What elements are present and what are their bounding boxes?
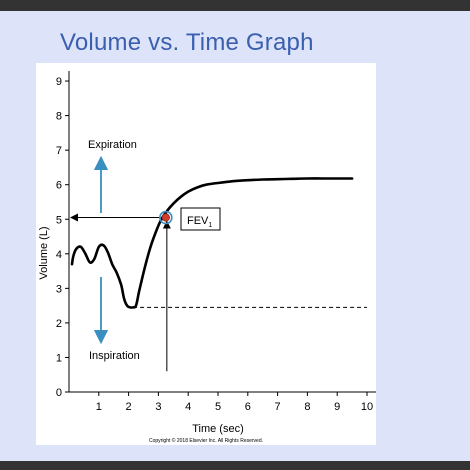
x-tick-label: 7 bbox=[275, 401, 281, 413]
x-ticks: 1 2 3 4 5 6 7 8 9 10 bbox=[96, 392, 373, 413]
fev1-label-box bbox=[180, 207, 221, 231]
x-tick-label: 2 bbox=[126, 401, 132, 413]
figure-panel: 0 1 2 3 4 5 6 7 8 9 1 2 3 4 5 6 7 8 9 10 Volume (L) Time (… bbox=[36, 63, 376, 445]
y-axis-label: Volume (L) bbox=[38, 226, 50, 279]
fev1-label-main: FEV bbox=[187, 215, 209, 227]
x-tick-label: 3 bbox=[155, 401, 161, 413]
y-tick-label: 8 bbox=[56, 111, 62, 123]
y-ticks: 0 1 2 3 4 5 6 7 8 9 bbox=[56, 76, 69, 399]
bottom-bar bbox=[0, 461, 470, 470]
volume-curve bbox=[70, 177, 354, 309]
copyright-text: Copyright © 2018 Elsevier Inc. All Right… bbox=[149, 437, 263, 444]
y-tick-label: 2 bbox=[56, 318, 62, 330]
y-tick-label: 6 bbox=[56, 180, 62, 192]
y-tick-label: 4 bbox=[56, 249, 62, 261]
x-tick-label: 10 bbox=[361, 401, 373, 413]
y-tick-label: 3 bbox=[56, 283, 62, 295]
y-tick-label: 7 bbox=[56, 145, 62, 157]
fev1-label-subscript: 1 bbox=[208, 222, 212, 229]
y-tick-label: 5 bbox=[56, 214, 62, 226]
inspiration-label: Inspiration bbox=[89, 350, 140, 362]
slide-title: Volume vs. Time Graph bbox=[60, 29, 314, 56]
volume-time-chart: 0 1 2 3 4 5 6 7 8 9 1 2 3 4 5 6 7 8 9 10 Volume (L) Time (… bbox=[38, 71, 376, 444]
x-tick-label: 9 bbox=[334, 401, 340, 413]
y-tick-label: 9 bbox=[56, 76, 62, 88]
expiration-label: Expiration bbox=[88, 139, 137, 151]
fev1-ring bbox=[159, 210, 173, 225]
x-tick-label: 5 bbox=[215, 401, 221, 413]
y-tick-label: 1 bbox=[56, 352, 62, 364]
fev1-point bbox=[161, 213, 170, 222]
y-tick-label: 0 bbox=[56, 387, 62, 399]
top-bar bbox=[0, 0, 470, 11]
x-tick-label: 1 bbox=[96, 401, 102, 413]
x-tick-label: 4 bbox=[185, 401, 191, 413]
fev1-label: FEV1 bbox=[187, 215, 212, 229]
x-tick-label: 8 bbox=[304, 401, 310, 413]
x-axis-label: Time (sec) bbox=[192, 423, 244, 435]
x-tick-label: 6 bbox=[245, 401, 251, 413]
